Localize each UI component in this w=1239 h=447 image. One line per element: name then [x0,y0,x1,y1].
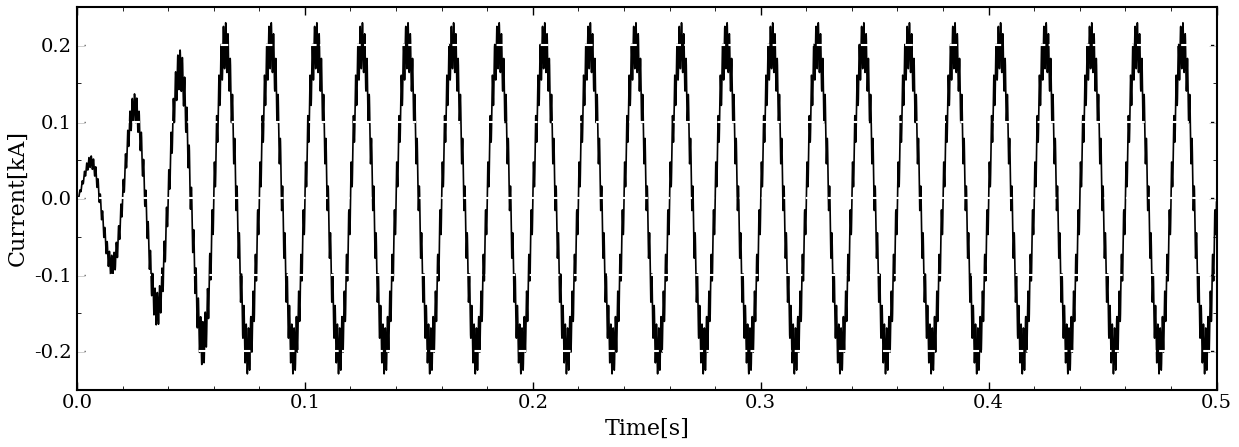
X-axis label: Time[s]: Time[s] [605,418,689,440]
Y-axis label: Current[kA]: Current[kA] [7,130,28,266]
